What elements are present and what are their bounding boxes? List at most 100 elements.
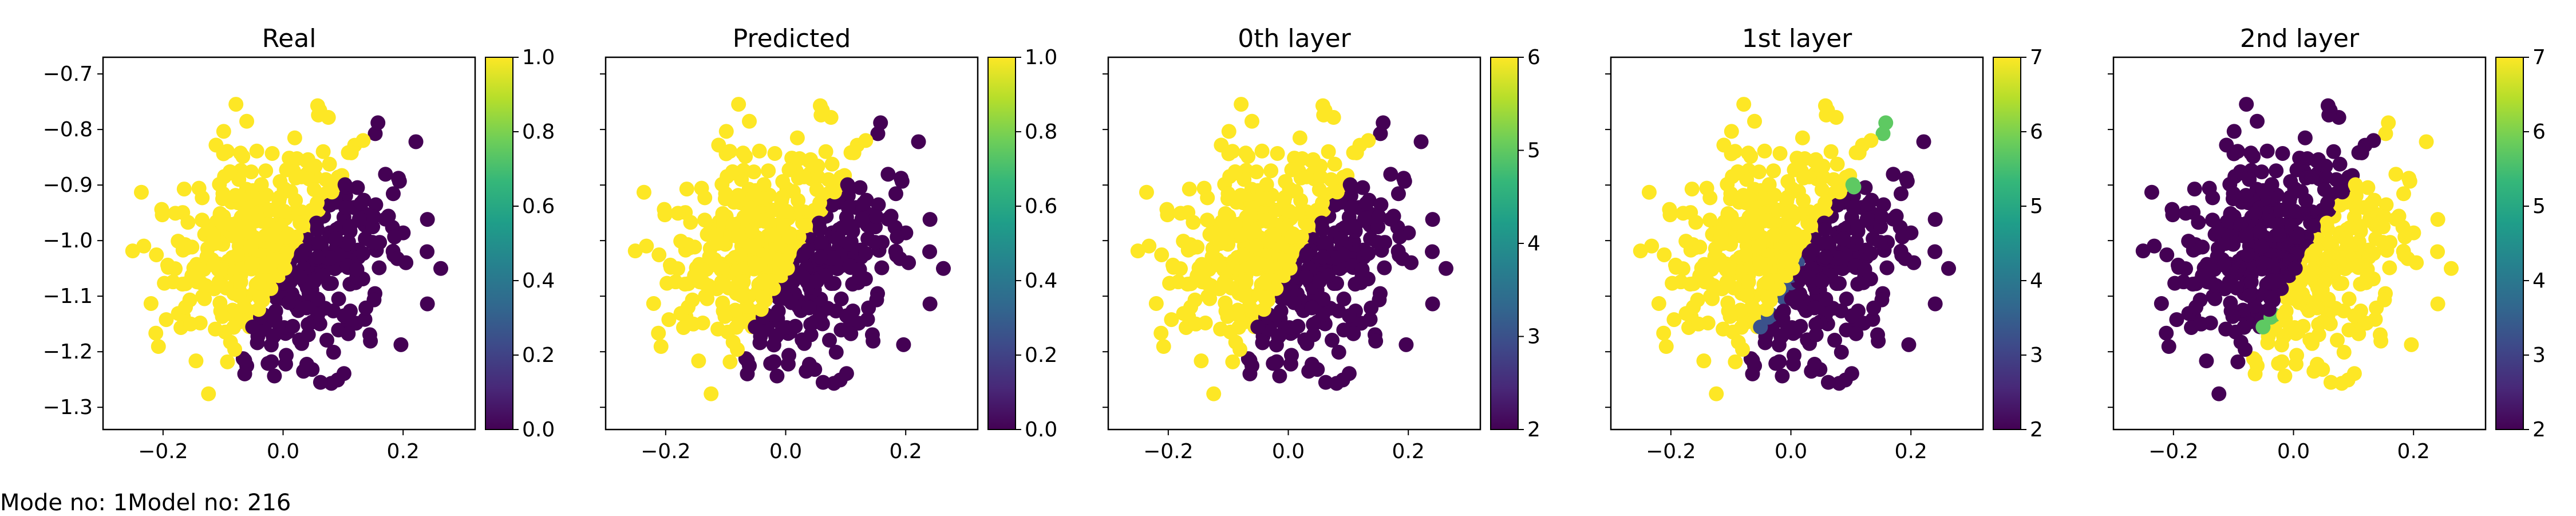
data-point (922, 244, 938, 259)
chart-title: Predicted (733, 24, 851, 53)
data-point (198, 278, 214, 293)
data-point (2259, 143, 2275, 159)
data-point (2304, 269, 2319, 285)
data-point (781, 348, 796, 363)
data-point (1290, 318, 1306, 334)
y-tick-label: −0.8 (43, 118, 93, 141)
data-point (752, 143, 767, 159)
data-point (627, 243, 643, 259)
data-point (220, 354, 235, 369)
data-point (178, 300, 193, 315)
data-point (1130, 243, 1145, 259)
data-point (709, 257, 724, 273)
data-point (639, 238, 654, 254)
data-point (1180, 277, 1195, 292)
data-point (780, 261, 795, 276)
data-point (839, 366, 854, 381)
data-point (1724, 124, 1739, 139)
data-point (2178, 206, 2194, 221)
colorbar-tick-label: 4 (1527, 232, 1540, 255)
data-point (261, 227, 276, 243)
data-point (322, 156, 337, 172)
data-point (710, 236, 725, 251)
data-point (1233, 188, 1249, 203)
data-point (2333, 250, 2349, 266)
colorbar (987, 57, 1016, 430)
data-point (233, 274, 248, 290)
data-point (125, 243, 140, 259)
data-point (263, 202, 278, 218)
data-point (2135, 243, 2151, 259)
data-point (370, 115, 386, 131)
data-point (1865, 312, 1880, 327)
data-point (392, 174, 407, 189)
data-point (201, 386, 216, 401)
data-point (2144, 184, 2159, 200)
data-point (2159, 247, 2175, 262)
data-point (1182, 182, 1197, 197)
data-point (2293, 184, 2309, 199)
data-point (324, 184, 339, 200)
data-point (226, 320, 242, 335)
data-point (809, 182, 824, 198)
data-point (1901, 337, 1917, 352)
data-point (1787, 229, 1802, 245)
data-point (801, 300, 817, 316)
data-point (1815, 274, 1830, 289)
data-point (1684, 182, 1700, 197)
data-point (2326, 144, 2341, 159)
data-point (2261, 302, 2277, 317)
data-point (2400, 251, 2416, 266)
data-point (1271, 307, 1286, 322)
data-point (258, 163, 274, 179)
data-point (1801, 246, 1817, 262)
data-point (1235, 247, 1250, 263)
y-tick-label: −0.7 (43, 62, 93, 86)
data-point (2353, 219, 2368, 234)
data-point (826, 376, 841, 391)
data-point (2205, 190, 2221, 206)
data-point (1832, 184, 1847, 200)
data-point (1844, 366, 1859, 381)
data-point (349, 262, 365, 277)
data-point (697, 190, 713, 206)
data-point (1299, 169, 1314, 184)
data-point (1349, 145, 1364, 160)
data-point (2330, 333, 2345, 348)
data-point (215, 186, 231, 202)
data-point (740, 366, 755, 381)
data-point (2379, 197, 2394, 212)
data-point (1807, 357, 1822, 372)
data-point (1692, 268, 1708, 283)
data-point (764, 227, 779, 243)
data-point (1784, 203, 1800, 219)
data-point (1314, 195, 1330, 211)
data-point (2289, 348, 2304, 363)
data-point (307, 274, 322, 289)
data-point (2311, 152, 2326, 167)
data-point (803, 152, 819, 167)
data-point (2369, 300, 2384, 316)
x-tick-label: 0.0 (1272, 440, 1305, 463)
data-point (1834, 344, 1849, 360)
data-point (1425, 244, 1440, 259)
data-point (2338, 231, 2354, 246)
data-point (911, 134, 926, 149)
data-point (1723, 186, 1739, 202)
data-point (252, 290, 267, 306)
data-point (188, 353, 204, 369)
data-point (1361, 246, 1376, 261)
data-point (1686, 300, 1701, 315)
colorbar-tick-label: 5 (1527, 139, 1540, 163)
y-tick-label: −0.9 (43, 174, 93, 197)
data-point (355, 133, 371, 148)
data-point (159, 312, 174, 328)
data-point (1692, 239, 1708, 255)
data-point (2171, 259, 2186, 275)
data-point (1741, 274, 1756, 290)
data-point (171, 234, 186, 249)
data-point (2218, 236, 2233, 251)
data-point (2277, 368, 2293, 384)
data-point (1836, 231, 1851, 246)
data-point (1244, 113, 1260, 129)
